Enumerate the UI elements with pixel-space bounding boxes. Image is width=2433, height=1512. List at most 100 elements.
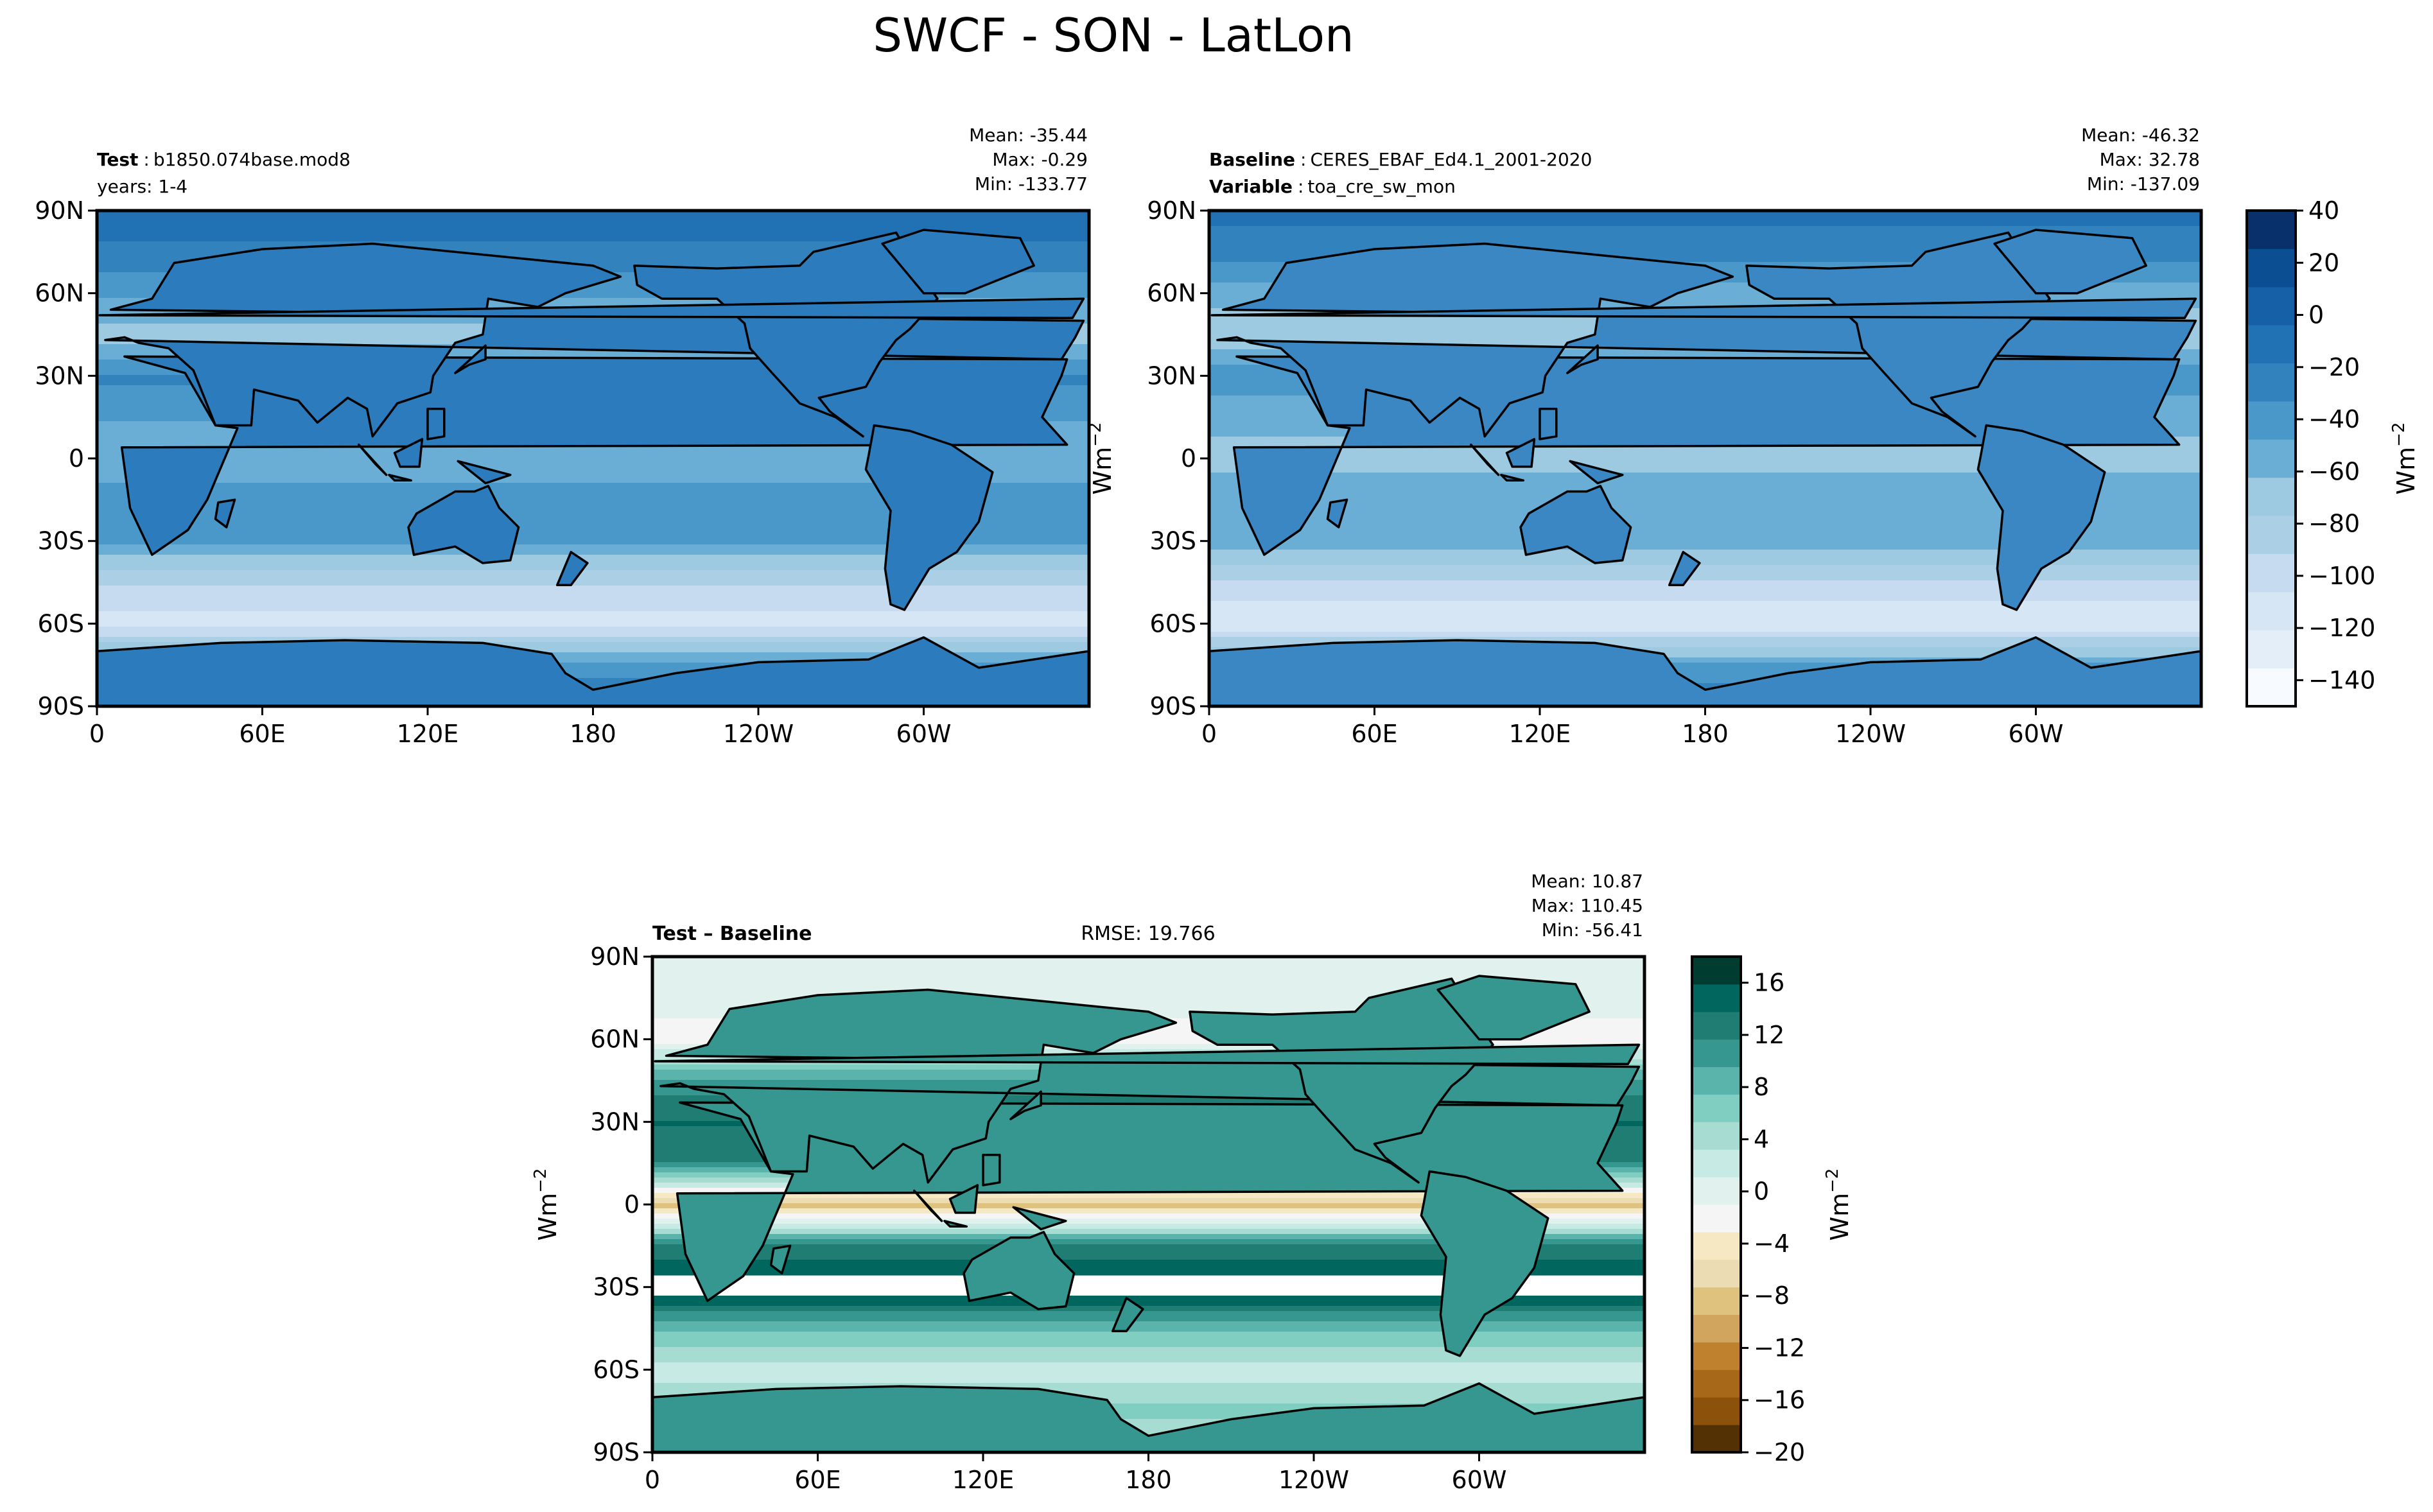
field-band bbox=[97, 498, 1089, 504]
colorbar-swatch bbox=[2247, 591, 2296, 630]
coastline bbox=[881, 229, 1035, 295]
field-band bbox=[97, 606, 1089, 612]
field-band bbox=[97, 488, 1089, 494]
field-band bbox=[97, 586, 1089, 591]
field-band bbox=[652, 1424, 1644, 1430]
field-band bbox=[652, 1419, 1644, 1425]
field-band bbox=[97, 257, 1089, 263]
field-band bbox=[97, 627, 1089, 632]
colorbar-tick-label: −80 bbox=[2308, 510, 2360, 538]
colorbar-swatch bbox=[2247, 286, 2296, 326]
field-band bbox=[652, 1316, 1644, 1322]
lon-tick-label: 180 bbox=[1125, 1466, 1172, 1494]
field-band bbox=[652, 1213, 1644, 1219]
field-band bbox=[1209, 663, 2201, 668]
coastline bbox=[1668, 551, 1701, 587]
field-band bbox=[652, 967, 1644, 973]
field-band bbox=[97, 508, 1089, 514]
field-band bbox=[97, 524, 1089, 530]
field-band bbox=[652, 1321, 1644, 1327]
colorbar-swatch bbox=[1692, 1204, 1741, 1233]
colorbar-tick-label: −40 bbox=[2308, 405, 2360, 433]
coastline bbox=[388, 473, 413, 482]
field-band bbox=[652, 1296, 1644, 1301]
field-band bbox=[97, 555, 1089, 560]
lat-tick-label: 90N bbox=[590, 943, 640, 971]
colorbar-tick-label: −20 bbox=[2308, 353, 2360, 381]
colorbar-swatch bbox=[2247, 439, 2296, 478]
colorbar-swatch bbox=[1692, 1369, 1741, 1398]
colorbar-swatch bbox=[1692, 984, 1741, 1012]
field-band bbox=[97, 673, 1089, 679]
colorbar-tick-label: 0 bbox=[2308, 301, 2324, 329]
lon-tick-label: 60W bbox=[896, 720, 952, 748]
field-band bbox=[1209, 544, 2201, 550]
coastline bbox=[1436, 975, 1591, 1041]
colorbar-tick-label: −140 bbox=[2308, 666, 2375, 694]
colorbar-tick-label: −4 bbox=[1754, 1230, 1790, 1258]
field-band bbox=[652, 1326, 1644, 1332]
colorbar-swatch bbox=[1692, 1314, 1741, 1343]
coastline bbox=[1216, 242, 2197, 438]
colorbar-top-ticks: 40 20 0 −20 −40 −60 −80 −100 −120 −140 bbox=[2296, 196, 2375, 694]
lon-tick-label: 0 bbox=[1201, 720, 1217, 748]
colorbar-swatch bbox=[1692, 1231, 1741, 1260]
colorbar-swatch bbox=[1692, 1122, 1741, 1150]
field-band bbox=[97, 678, 1089, 684]
field-band bbox=[652, 1332, 1644, 1337]
field-band bbox=[97, 544, 1089, 550]
field-band bbox=[652, 1311, 1644, 1317]
field-band bbox=[652, 1403, 1644, 1409]
colorbar-swatch bbox=[1692, 1177, 1741, 1205]
svg-text:Variable:toa_cre_sw_mon: Variable: toa_cre_sw_mon bbox=[1209, 176, 1456, 197]
field-band bbox=[97, 621, 1089, 627]
colorbar-bottom: 16 12 8 4 0 −4 −8 −12 −16 −20 Wm−2 bbox=[1691, 955, 1854, 1466]
colorbar-swatch bbox=[2247, 401, 2296, 440]
diff-label: Test – Baseline bbox=[652, 923, 812, 945]
test-mean: Mean: -35.44 bbox=[969, 125, 1088, 146]
field-band bbox=[652, 1260, 1644, 1265]
field-band bbox=[652, 1306, 1644, 1312]
coastline bbox=[1976, 424, 2106, 611]
baseline-variable-bold: Variable bbox=[1209, 176, 1293, 197]
field-band bbox=[652, 1378, 1644, 1384]
field-band bbox=[1209, 632, 2201, 638]
diff-field bbox=[652, 957, 1644, 1452]
field-band bbox=[97, 503, 1089, 509]
coastline bbox=[912, 1189, 943, 1222]
lon-tick-label: 0 bbox=[89, 720, 105, 748]
lat-tick-label: 60N bbox=[1147, 279, 1196, 308]
lon-tick-label: 120E bbox=[952, 1466, 1015, 1494]
field-band bbox=[97, 478, 1089, 483]
coastline bbox=[454, 344, 487, 374]
colorbar-top-swatches bbox=[2247, 211, 2296, 707]
field-band bbox=[1209, 447, 2201, 453]
lat-tick-label: 0 bbox=[69, 444, 84, 473]
field-band bbox=[652, 972, 1644, 978]
field-band bbox=[97, 637, 1089, 643]
field-band bbox=[97, 663, 1089, 668]
lat-tick-label: 0 bbox=[624, 1190, 640, 1219]
lat-tick-label: 90N bbox=[1147, 196, 1196, 225]
coastline bbox=[676, 1101, 1624, 1302]
svg-text:Baseline:CERES_EBAF_Ed4.1_2001: Baseline: CERES_EBAF_Ed4.1_2001-2020 bbox=[1209, 149, 1592, 170]
coastline bbox=[1420, 1170, 1549, 1357]
field-band bbox=[652, 998, 1644, 1004]
field-band bbox=[1209, 627, 2201, 632]
field-band bbox=[652, 1039, 1644, 1045]
lon-tick-label: 180 bbox=[1682, 720, 1729, 748]
field-band bbox=[1209, 596, 2201, 602]
colorbar-tick-label: −20 bbox=[1754, 1438, 1805, 1466]
field-band bbox=[1209, 580, 2201, 586]
coastline bbox=[948, 1184, 979, 1214]
coastline bbox=[1210, 297, 2197, 320]
field-band bbox=[1209, 236, 2201, 242]
coastline bbox=[1505, 438, 1536, 468]
field-band bbox=[652, 1357, 1644, 1363]
field-band bbox=[652, 993, 1644, 998]
coastline bbox=[1111, 1297, 1144, 1333]
field-band bbox=[652, 1049, 1644, 1055]
coastline bbox=[1569, 460, 1624, 485]
field-band bbox=[1209, 683, 2201, 689]
